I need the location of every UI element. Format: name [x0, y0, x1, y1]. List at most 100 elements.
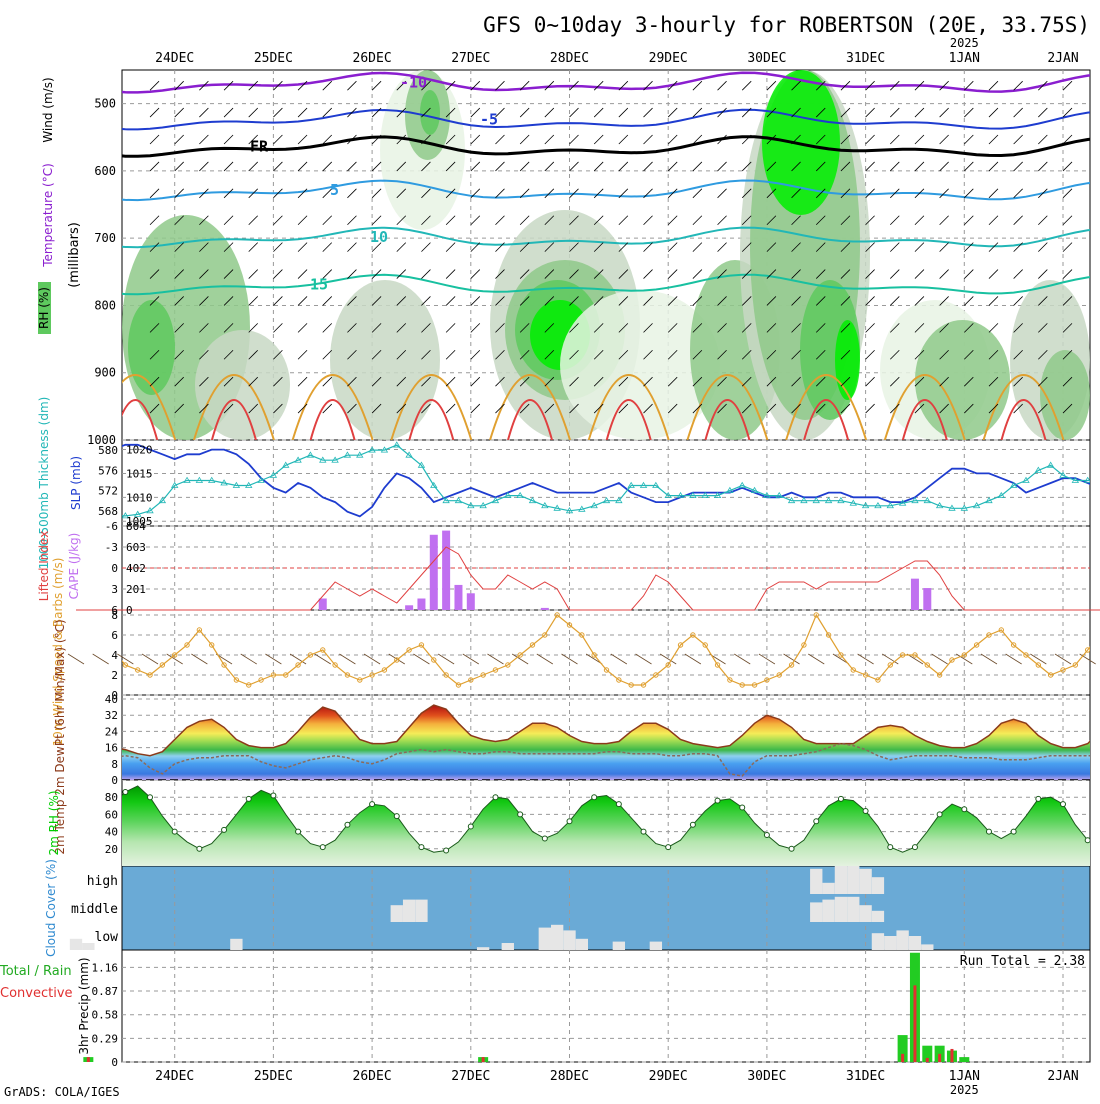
panel-frame-cloud — [122, 866, 1090, 950]
cape-tick: 201 — [126, 583, 146, 596]
cloud-middle-bar — [847, 897, 859, 922]
bottom-date-label: 27DEC — [451, 1069, 490, 1084]
temp-tick: 0 — [111, 774, 118, 787]
bottom-date-label: 29DEC — [649, 1069, 688, 1084]
temperature-legend-label: Temperature (°C) — [41, 163, 55, 268]
rh-point — [148, 795, 153, 800]
pressure-tick: 600 — [94, 164, 116, 178]
rh-point — [296, 829, 301, 834]
top-date-label: 30DEC — [747, 51, 786, 66]
rh-legend-label: RH (%) — [37, 287, 51, 329]
rh-point — [1085, 838, 1090, 843]
wind-speed-point — [74, 623, 78, 627]
rh-point — [814, 819, 819, 824]
footer-credit: GrADS: COLA/IGES — [4, 1085, 120, 1099]
rh-point — [986, 829, 991, 834]
wind-tick: 6 — [111, 629, 118, 642]
bottom-date-label: 26DEC — [353, 1069, 392, 1084]
cloud-middle-bar — [403, 900, 415, 922]
lifted-index-tick: -3 — [105, 541, 118, 554]
cloud-low-bar — [539, 928, 551, 950]
rh-point — [1061, 802, 1066, 807]
rh-point — [715, 798, 720, 803]
rh-point — [666, 845, 671, 850]
cloud-low-bar — [70, 939, 82, 950]
cloud-level-label: middle — [71, 902, 118, 917]
chart-title: GFS 0~10day 3-hourly for ROBERTSON (20E,… — [483, 13, 1090, 37]
wind-barb-10m — [68, 654, 84, 664]
precip-convective-bar — [950, 1049, 953, 1062]
top-date-label: 29DEC — [649, 51, 688, 66]
cape-bar — [319, 599, 327, 610]
pressure-tick: 900 — [94, 366, 116, 380]
temp-contour-label: 10 — [370, 228, 388, 246]
rh-point — [542, 836, 547, 841]
top-date-label: 25DEC — [254, 51, 293, 66]
temp-tick: 32 — [105, 709, 118, 722]
top-date-label: 24DEC — [155, 51, 194, 66]
rh-shade-region — [835, 320, 860, 400]
rh-point — [197, 846, 202, 851]
rh-point — [98, 812, 103, 817]
slp-tick: 1010 — [126, 491, 153, 504]
thickness-tick: 568 — [98, 505, 118, 518]
cloud-high-bar — [847, 866, 859, 894]
cape-bar — [911, 579, 919, 610]
cloud-axis-label: Cloud Cover (%) — [44, 859, 58, 957]
wind-tick: 8 — [111, 609, 118, 622]
cloud-low-bar — [650, 942, 662, 950]
rh-shade-region — [1040, 350, 1090, 440]
rh-point — [789, 846, 794, 851]
cloud-level-label: high — [87, 874, 118, 889]
cloud-low-bar — [921, 944, 933, 950]
cloud-low-bar — [872, 933, 884, 950]
rh-point — [394, 814, 399, 819]
precip-tick: 0.87 — [92, 985, 119, 998]
temp-tick: 24 — [105, 725, 119, 738]
cloud-low-bar — [896, 930, 908, 950]
precip-axis-label: 3hr Precip (mm) — [77, 957, 91, 1054]
cloud-low-bar — [576, 939, 588, 950]
rh-point — [962, 807, 967, 812]
cloud-middle-bar — [872, 911, 884, 922]
cape-bar — [430, 535, 438, 610]
precip-convective-bar — [482, 1057, 485, 1062]
cloud-low-bar — [551, 925, 563, 950]
bottom-date-label: 30DEC — [747, 1069, 786, 1084]
cape-tick: 0 — [126, 604, 133, 617]
thickness-tick: 572 — [98, 485, 118, 498]
rh-point — [937, 812, 942, 817]
top-date-label: 2JAN — [1047, 51, 1078, 66]
precip-convective-bar — [87, 1057, 90, 1062]
temp-contour-label: -5 — [480, 110, 498, 128]
temp-contour-label: -10 — [400, 73, 427, 91]
rh-point — [493, 795, 498, 800]
wind-speed-point — [98, 643, 102, 647]
lifted-index-tick: 3 — [111, 583, 118, 596]
rh-tick: 20 — [105, 843, 118, 856]
cape-tick: 402 — [126, 562, 146, 575]
cloud-low-bar — [502, 943, 514, 950]
bottom-date-label: 2JAN — [1047, 1069, 1078, 1084]
rh-point — [838, 796, 843, 801]
lifted-index-tick: -6 — [105, 520, 118, 533]
top-date-label: 1JAN — [949, 51, 980, 66]
rh-point — [888, 845, 893, 850]
cape-bar — [405, 605, 413, 610]
rh-tick: 80 — [105, 791, 118, 804]
rh-point — [74, 831, 79, 836]
rh-point — [320, 845, 325, 850]
top-date-label: 27DEC — [451, 51, 490, 66]
cloud-middle-bar — [810, 902, 822, 922]
wind-tick: 2 — [111, 669, 118, 682]
rh-point — [863, 808, 868, 813]
thickness-point — [85, 510, 91, 515]
rh-point — [123, 790, 128, 795]
cape-bar — [417, 599, 425, 610]
slp-axis-label: SLP (mb) — [69, 456, 83, 510]
rh-point — [1011, 829, 1016, 834]
rh-point — [592, 795, 597, 800]
bottom-date-label: 1JAN — [949, 1069, 980, 1084]
top-date-label: 31DEC — [846, 51, 885, 66]
rh-point — [222, 827, 227, 832]
